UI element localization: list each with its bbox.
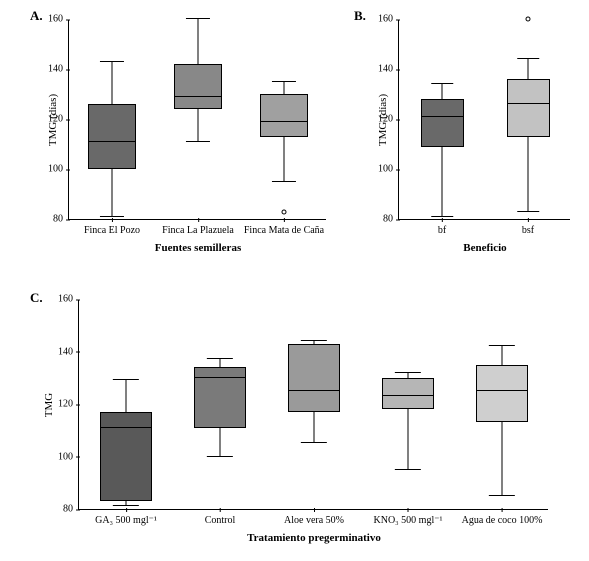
- median-line: [288, 390, 340, 391]
- ytick: 80: [53, 214, 69, 225]
- cap-lower: [517, 211, 539, 212]
- cap-lower: [100, 216, 124, 217]
- cap-lower: [186, 141, 210, 142]
- whisker-upper: [220, 359, 221, 367]
- figure: A.80100120140160TMG (días)Finca El PozoF…: [0, 0, 589, 561]
- box: [421, 99, 464, 147]
- panel-label-A: A.: [30, 8, 43, 24]
- cap-upper: [113, 379, 139, 380]
- whisker-lower: [220, 428, 221, 457]
- median-line: [194, 377, 246, 378]
- ytick: 80: [383, 214, 399, 225]
- median-line: [88, 141, 135, 142]
- xtick: bf: [438, 219, 446, 236]
- median-line: [507, 103, 550, 104]
- ytick: 100: [48, 164, 69, 175]
- cap-lower: [113, 505, 139, 506]
- cap-lower: [301, 442, 327, 443]
- ytick: 120: [58, 399, 79, 410]
- cap-upper: [431, 83, 453, 84]
- plot-C: 80100120140160TMGGA₃ 500 mgl⁻¹ControlAlo…: [78, 300, 548, 510]
- whisker-lower: [528, 137, 529, 212]
- box: [88, 104, 135, 169]
- xtick: KNO₃ 500 mgl⁻¹: [374, 509, 443, 526]
- xtick: Finca La Plazuela: [162, 219, 234, 236]
- xtick: Finca El Pozo: [84, 219, 140, 236]
- xtick: Finca Mata de Caña: [244, 219, 324, 236]
- xtick: Aloe vera 50%: [284, 509, 344, 526]
- whisker-lower: [198, 109, 199, 142]
- box: [476, 365, 528, 423]
- outlier-point: [526, 17, 531, 22]
- whisker-upper: [502, 346, 503, 364]
- panel-label-B: B.: [354, 8, 366, 24]
- median-line: [421, 116, 464, 117]
- box: [507, 79, 550, 137]
- whisker-upper: [528, 59, 529, 79]
- ylabel: TMG (días): [377, 94, 389, 146]
- xlabel: Fuentes semilleras: [69, 242, 327, 254]
- whisker-lower: [408, 409, 409, 469]
- cap-upper: [301, 340, 327, 341]
- ytick: 140: [378, 64, 399, 75]
- plot-B: 80100120140160TMG (días)bfbsfBeneficio: [398, 20, 570, 220]
- xlabel: Beneficio: [399, 242, 571, 254]
- cap-upper: [517, 58, 539, 59]
- median-line: [174, 96, 221, 97]
- whisker-lower: [442, 147, 443, 217]
- whisker-upper: [126, 380, 127, 412]
- cap-lower: [431, 216, 453, 217]
- whisker-upper: [112, 62, 113, 105]
- whisker-lower: [502, 422, 503, 496]
- ytick: 100: [58, 451, 79, 462]
- box: [288, 344, 340, 412]
- median-line: [476, 390, 528, 391]
- whisker-upper: [442, 84, 443, 99]
- median-line: [382, 395, 434, 396]
- cap-lower: [207, 456, 233, 457]
- median-line: [100, 427, 152, 428]
- cap-upper: [100, 61, 124, 62]
- cap-upper: [207, 358, 233, 359]
- plot-A: 80100120140160TMG (días)Finca El PozoFin…: [68, 20, 326, 220]
- box: [260, 94, 307, 137]
- box: [174, 64, 221, 109]
- ylabel: TMG: [43, 393, 55, 417]
- whisker-upper: [284, 82, 285, 95]
- median-line: [260, 121, 307, 122]
- whisker-upper: [198, 19, 199, 64]
- cap-upper: [489, 345, 515, 346]
- xlabel: Tratamiento pregerminativo: [79, 532, 549, 544]
- xtick: bsf: [522, 219, 534, 236]
- cap-lower: [395, 469, 421, 470]
- box: [382, 378, 434, 410]
- xtick: Agua de coco 100%: [462, 509, 543, 526]
- cap-upper: [395, 372, 421, 373]
- cap-upper: [186, 18, 210, 19]
- ylabel: TMG (días): [47, 94, 59, 146]
- ytick: 140: [58, 346, 79, 357]
- panel-label-C: C.: [30, 290, 43, 306]
- box: [100, 412, 152, 501]
- ytick: 80: [63, 504, 79, 515]
- cap-upper: [272, 81, 296, 82]
- whisker-lower: [314, 412, 315, 444]
- xtick: Control: [205, 509, 236, 526]
- ytick: 140: [48, 64, 69, 75]
- ytick: 160: [58, 294, 79, 305]
- ytick: 160: [378, 14, 399, 25]
- ytick: 160: [48, 14, 69, 25]
- xtick: GA₃ 500 mgl⁻¹: [95, 509, 157, 526]
- whisker-lower: [284, 137, 285, 182]
- ytick: 100: [378, 164, 399, 175]
- whisker-lower: [112, 169, 113, 217]
- cap-lower: [489, 495, 515, 496]
- cap-lower: [272, 181, 296, 182]
- outlier-point: [282, 209, 287, 214]
